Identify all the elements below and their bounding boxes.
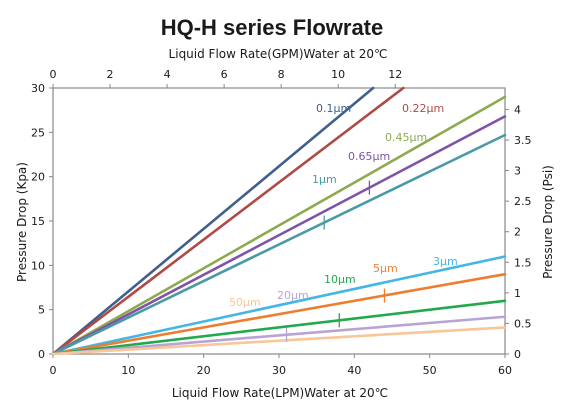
y-right-tick-label: 0	[514, 348, 521, 361]
y-right-axis-label: Pressure Drop (Psi)	[541, 165, 555, 279]
series-label-0.45μm: 0.45μm	[385, 131, 427, 144]
series-label-0.1μm: 0.1μm	[316, 102, 351, 115]
series-line-0.45μm	[51, 95, 507, 356]
x-top-axis-label: Liquid Flow Rate(GPM)Water at 20℃	[169, 47, 388, 61]
x-tick-label: 60	[498, 364, 512, 377]
x-tick-label: 40	[347, 364, 361, 377]
series-line-1μm	[51, 133, 507, 356]
y-tick-label: 15	[31, 215, 45, 228]
series-lines	[51, 86, 507, 356]
y-right-tick-label: 0.5	[514, 317, 532, 330]
y-right-tick-label: 1	[514, 287, 521, 300]
y-tick-label: 0	[38, 348, 45, 361]
x-top-tick-label: 2	[107, 68, 114, 81]
series-label-50μm: 50μm	[229, 296, 261, 309]
chart-title: HQ-H series Flowrate	[161, 15, 384, 40]
y-right-tick-label: 2	[514, 226, 521, 239]
axes: 0 10 20 30 40 50 600 2 4 6 8 10 1205101520253000.511…	[31, 68, 532, 377]
y-tick-label: 30	[31, 82, 45, 95]
y-right-tick-label: 3	[514, 165, 521, 178]
x-tick-label: 50	[423, 364, 437, 377]
series-label-3μm: 3μm	[433, 255, 458, 268]
series-label-1μm: 1μm	[312, 173, 337, 186]
x-top-tick-label: 12	[388, 68, 402, 81]
x-top-tick-label: 6	[221, 68, 228, 81]
x-tick-label: 0	[50, 364, 57, 377]
series-line-0.1μm	[51, 86, 375, 356]
x-tick-label: 30	[272, 364, 286, 377]
x-tick-label: 20	[197, 364, 211, 377]
series-label-0.65μm: 0.65μm	[348, 150, 390, 163]
y-tick-label: 25	[31, 126, 45, 139]
y-tick-label: 5	[38, 304, 45, 317]
y-tick-label: 10	[31, 259, 45, 272]
series-line-0.22μm	[51, 86, 405, 356]
x-top-tick-label: 0	[50, 68, 57, 81]
x-top-tick-label: 10	[331, 68, 345, 81]
series-label-20μm: 20μm	[277, 289, 309, 302]
series-line-5μm	[51, 272, 507, 356]
series-labels: 0.1μm 0.22μm 0.45μm 0.65μm 1μm 3μm 5μm 10μm 20μm…	[229, 102, 458, 342]
series-label-0.22μm: 0.22μm	[402, 102, 444, 115]
series-line-10μm	[51, 299, 507, 356]
series-line-0.65μm	[51, 115, 507, 356]
y-right-tick-label: 2.5	[514, 195, 532, 208]
x-axis-label: Liquid Flow Rate(LPM)Water at 20℃	[172, 386, 388, 400]
x-top-tick-label: 8	[278, 68, 285, 81]
series-label-5μm: 5μm	[373, 262, 398, 275]
y-tick-label: 20	[31, 171, 45, 184]
y-right-tick-label: 3.5	[514, 134, 532, 147]
x-top-tick-label: 4	[164, 68, 171, 81]
x-tick-label: 10	[121, 364, 135, 377]
y-axis-label: Pressure Drop (Kpa)	[15, 162, 29, 282]
y-right-tick-label: 4	[514, 103, 521, 116]
series-label-10μm: 10μm	[324, 273, 356, 286]
series-line-20μm	[51, 315, 507, 356]
series-line-50μm	[51, 326, 507, 356]
series-line-3μm	[51, 255, 507, 356]
y-right-tick-label: 1.5	[514, 256, 532, 269]
